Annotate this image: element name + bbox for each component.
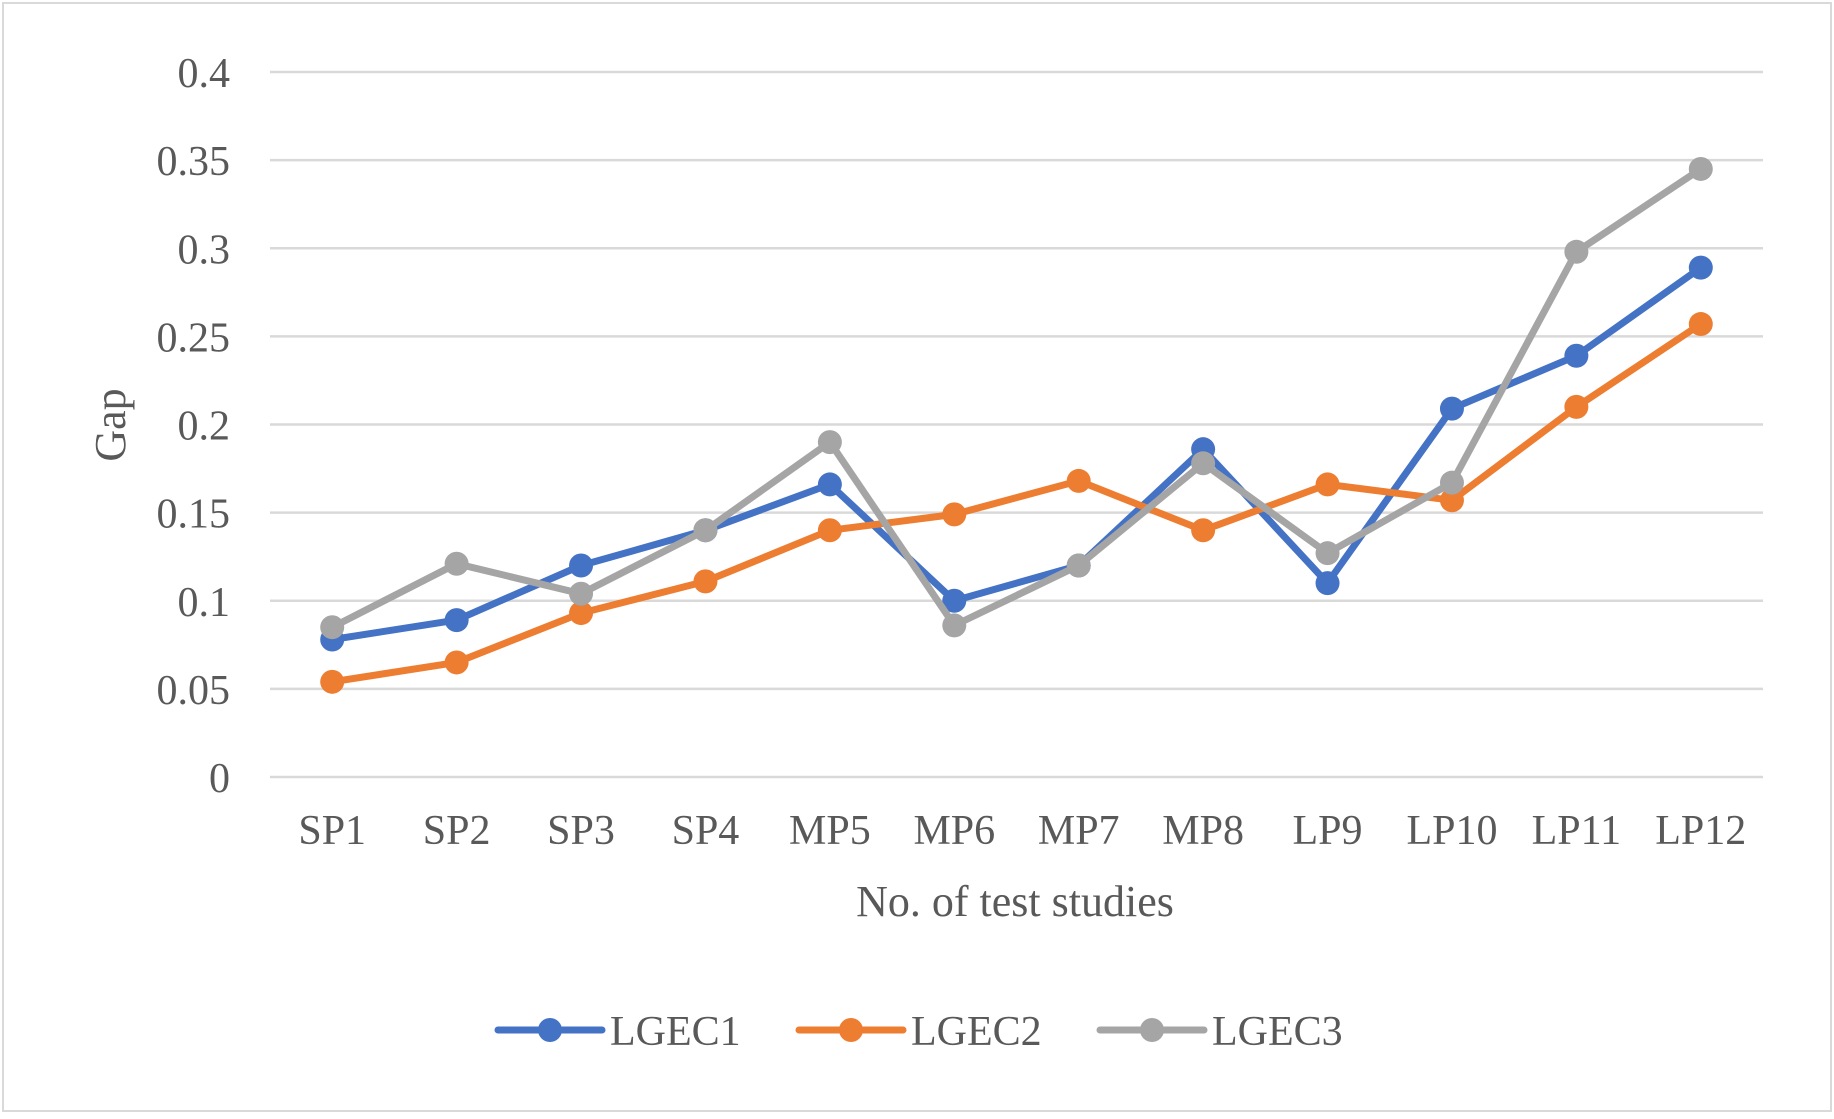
x-tick-label: SP3 [547, 808, 615, 854]
series-lgec3 [320, 156, 1713, 640]
data-point [320, 615, 345, 640]
x-tick-label: SP2 [423, 808, 491, 854]
x-tick-label: LP9 [1293, 808, 1363, 854]
legend: LGEC1 LGEC2 LGEC3 [494, 1009, 1343, 1055]
data-point [942, 613, 967, 638]
data-point [1564, 343, 1589, 368]
data-point [1688, 255, 1713, 280]
y-tick-label: 0.1 [178, 580, 231, 626]
legend-label: LGEC1 [610, 1009, 741, 1055]
data-point [1066, 468, 1091, 493]
y-tick-label: 0.15 [157, 492, 231, 538]
data-point [942, 588, 967, 613]
y-tick-label: 0.3 [178, 227, 231, 273]
series-line [328, 165, 1705, 631]
y-tick-label: 0.25 [157, 315, 231, 361]
y-axis-label: Gap [86, 388, 135, 461]
data-point [1564, 394, 1589, 419]
x-tick-label: LP12 [1655, 808, 1746, 854]
legend-item: LGEC3 [1096, 1009, 1343, 1055]
x-tick-label: SP1 [298, 808, 366, 854]
data-point [1066, 553, 1091, 578]
y-tick-label: 0.35 [157, 139, 231, 185]
x-tick-label: LP11 [1532, 808, 1621, 854]
series-line [328, 320, 1705, 686]
y-axis-ticks: 0 0.05 0.1 0.15 0.2 0.25 0.3 0.35 0.4 [157, 51, 231, 802]
data-point [693, 569, 718, 594]
x-tick-label: SP4 [672, 808, 740, 854]
data-point [942, 502, 967, 527]
x-axis-label: No. of test studies [856, 877, 1174, 926]
data-point [1191, 518, 1216, 543]
x-tick-label: MP7 [1038, 808, 1120, 854]
legend-marker [538, 1018, 562, 1042]
series-group [320, 156, 1713, 694]
x-tick-label: MP6 [913, 808, 995, 854]
data-point [1439, 396, 1464, 421]
data-point [1315, 571, 1340, 596]
data-point [1688, 312, 1713, 337]
legend-label: LGEC3 [1212, 1009, 1343, 1055]
data-point [444, 608, 469, 633]
data-point [817, 472, 842, 497]
x-tick-label: MP8 [1162, 808, 1244, 854]
x-axis-ticks: SP1 SP2 SP3 SP4 MP5 MP6 MP7 MP8 LP9 LP10 LP11 LP12 [298, 808, 1746, 854]
series-line [328, 264, 1705, 643]
x-tick-label: MP5 [789, 808, 871, 854]
data-point [569, 581, 594, 606]
data-point [1439, 488, 1464, 513]
legend-item: LGEC1 [494, 1009, 741, 1055]
y-tick-label: 0 [209, 756, 230, 802]
y-tick-label: 0.05 [157, 668, 231, 714]
legend-label: LGEC2 [911, 1009, 1042, 1055]
data-point [1439, 470, 1464, 495]
data-point [1688, 156, 1713, 181]
y-tick-label: 0.2 [178, 404, 231, 450]
data-point [1564, 239, 1589, 264]
legend-marker [839, 1018, 863, 1042]
data-point [693, 518, 718, 543]
data-point [320, 669, 345, 694]
data-point [444, 551, 469, 576]
data-point [569, 553, 594, 578]
legend-item: LGEC2 [795, 1009, 1042, 1055]
data-point [817, 518, 842, 543]
data-point [569, 601, 594, 626]
gridlines [270, 70, 1763, 779]
y-tick-label: 0.4 [178, 51, 231, 97]
data-point [1315, 472, 1340, 497]
series-lgec2 [320, 312, 1713, 694]
data-point [817, 430, 842, 455]
data-point [1315, 541, 1340, 566]
x-tick-label: LP10 [1406, 808, 1497, 854]
data-point [444, 650, 469, 675]
legend-marker [1140, 1018, 1164, 1042]
data-point [1191, 451, 1216, 476]
